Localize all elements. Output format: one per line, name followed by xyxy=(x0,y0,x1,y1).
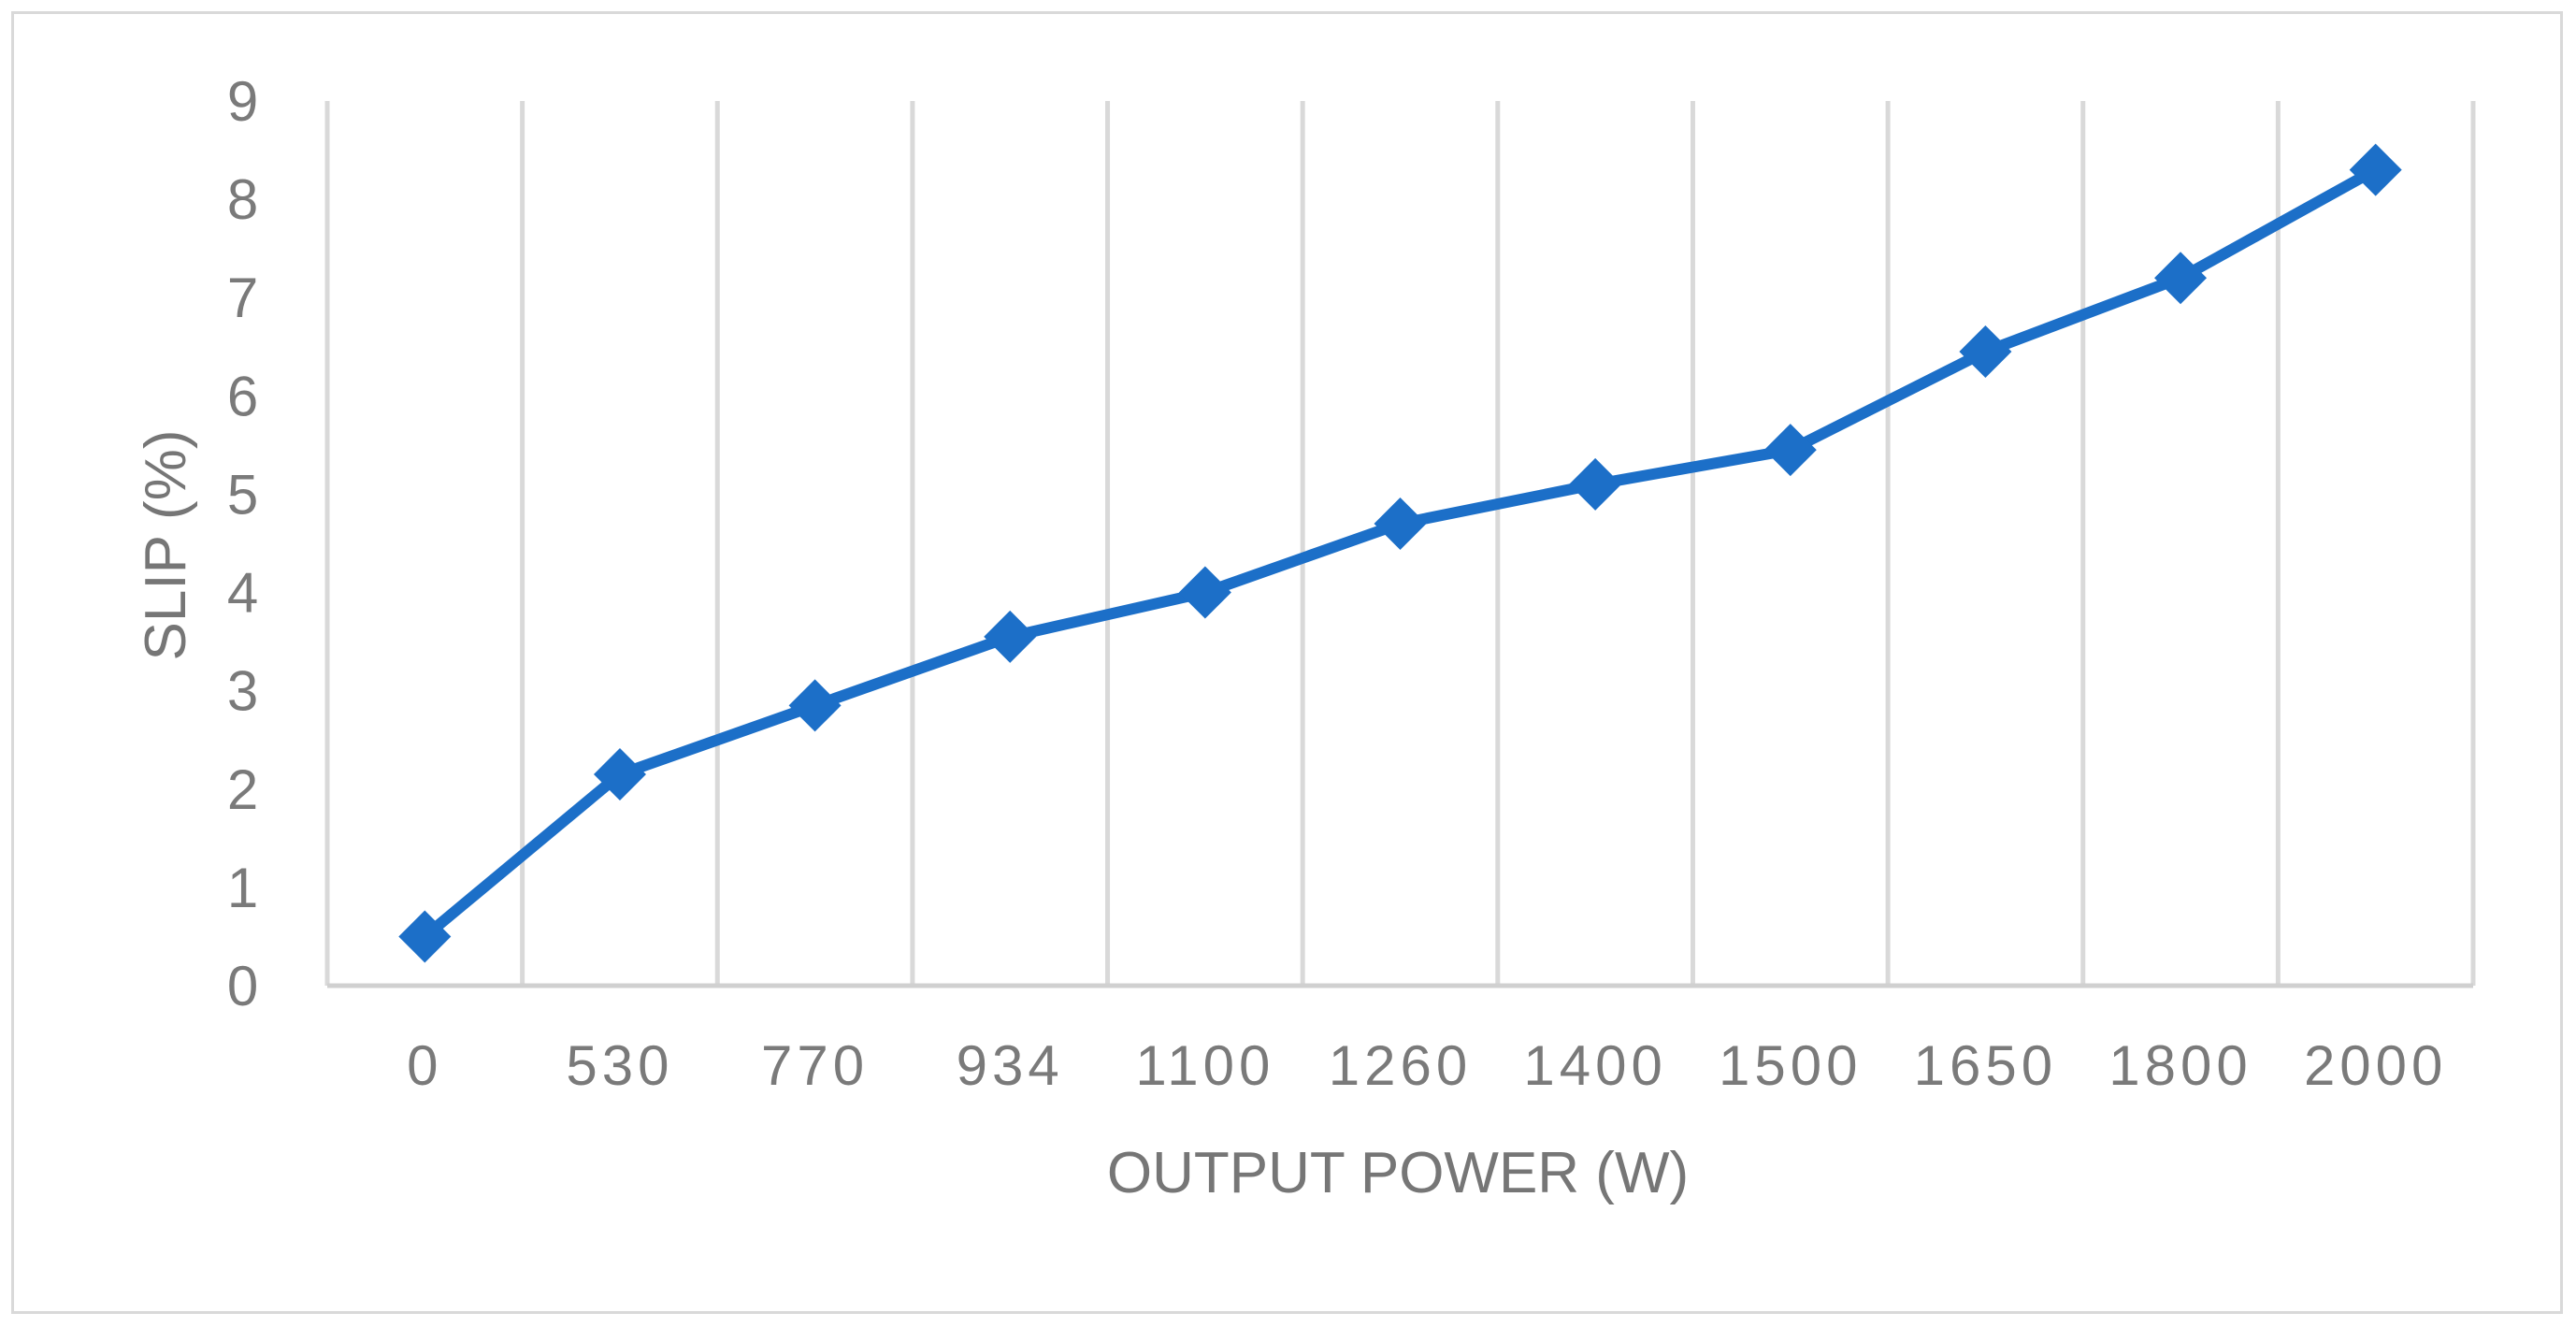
data-point-marker xyxy=(398,910,452,963)
y-axis-title: SLIP (%) xyxy=(134,430,198,661)
y-tick-label: 3 xyxy=(227,660,263,723)
x-tick-label: 0 xyxy=(407,1034,442,1097)
x-tick-label: 770 xyxy=(761,1034,869,1097)
x-tick-label: 1650 xyxy=(1914,1034,2057,1097)
y-tick-label: 9 xyxy=(227,70,263,133)
x-tick-label: 1400 xyxy=(1523,1034,1666,1097)
data-point-marker xyxy=(984,610,1037,663)
x-tick-label: 1260 xyxy=(1329,1034,1472,1097)
series-layer xyxy=(398,143,2402,963)
x-tick-label: 934 xyxy=(957,1034,1064,1097)
x-tick-label: 1100 xyxy=(1135,1034,1274,1097)
data-point-marker xyxy=(1374,497,1427,550)
y-tick-label: 8 xyxy=(227,168,263,231)
y-tick-label: 7 xyxy=(227,267,263,329)
x-tick-label: 2000 xyxy=(2304,1034,2447,1097)
grid-layer xyxy=(324,101,2476,986)
data-point-marker xyxy=(1959,325,2012,379)
y-tick-label: 6 xyxy=(227,365,263,427)
y-tick-label: 1 xyxy=(227,857,263,919)
data-point-marker xyxy=(1569,457,1622,511)
x-tick-label: 530 xyxy=(566,1034,673,1097)
label-layer: 0 1 2 3 4 5 6 7 8 9 0 530 770 934 1100 1260 1400 1500 1650… xyxy=(227,70,2447,1097)
data-point-marker xyxy=(2154,252,2208,305)
y-tick-label: 2 xyxy=(227,758,263,821)
y-tick-label: 0 xyxy=(227,955,263,1017)
x-axis-title: OUTPUT POWER (W) xyxy=(1107,1141,1689,1205)
chart-frame xyxy=(11,11,2563,1314)
data-point-marker xyxy=(1178,566,1231,619)
y-tick-label: 5 xyxy=(227,463,263,526)
x-tick-label: 1800 xyxy=(2108,1034,2252,1097)
data-point-marker xyxy=(1763,424,1817,477)
data-point-marker xyxy=(2349,143,2402,196)
data-point-marker xyxy=(788,679,842,732)
data-point-marker xyxy=(593,748,646,801)
x-tick-label: 1500 xyxy=(1719,1034,1862,1097)
y-tick-label: 4 xyxy=(227,562,263,625)
